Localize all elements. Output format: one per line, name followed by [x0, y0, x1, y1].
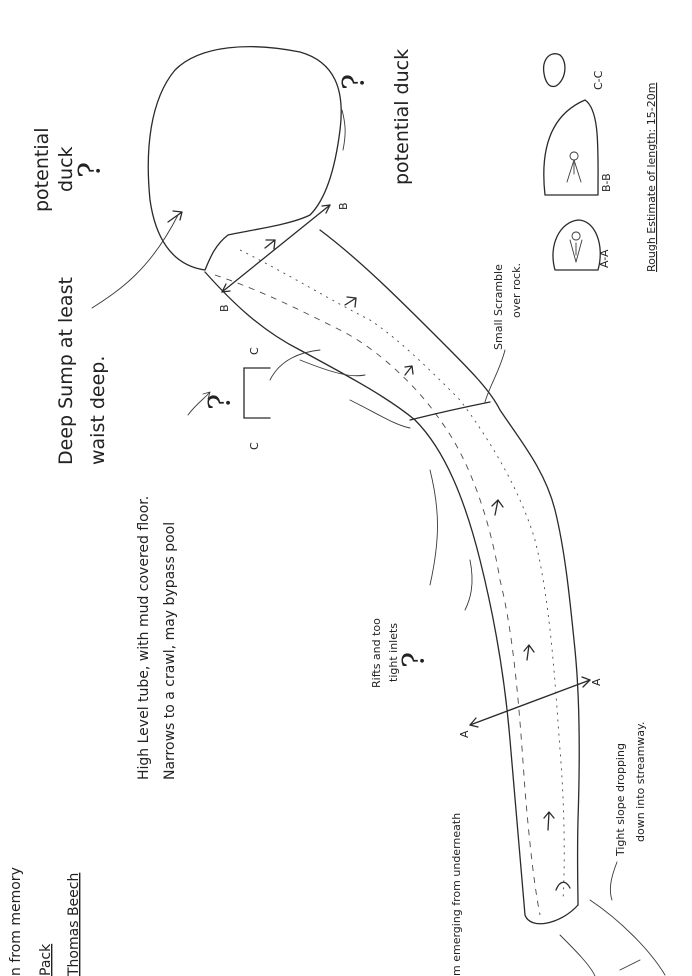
passage-right-wall	[319, 229, 580, 906]
deep-sump-note: Deep Sump at least waist deep.	[55, 277, 109, 465]
small-scramble-note: Small Scramble over rock.	[492, 263, 523, 350]
svg-text:potential: potential	[31, 127, 53, 212]
rifts-note: Rifts and too tight inlets ?	[370, 618, 432, 688]
svg-text:?: ?	[397, 652, 432, 668]
passage-centerline-dashed	[214, 274, 541, 916]
outer-stream-line-1	[299, 359, 366, 377]
svg-text:B: B	[218, 304, 231, 312]
sump-callout-arrow	[91, 214, 179, 309]
tube-question-mark: ?	[203, 394, 238, 410]
passage-left-wall	[204, 271, 579, 925]
cross-section-bb	[543, 99, 599, 196]
section-line-b	[221, 204, 331, 293]
outer-stream-line-7	[619, 959, 641, 971]
memory-note: n from memory Pack Thomas Beech	[8, 867, 82, 976]
outer-stream-line-2	[349, 399, 411, 429]
svg-text:B: B	[337, 202, 350, 210]
cross-section-aa	[552, 219, 601, 271]
svg-text:A: A	[590, 678, 603, 686]
scramble-callout	[484, 349, 506, 403]
svg-text:down into streamway.: down into streamway.	[634, 722, 647, 842]
outer-stream-line-3	[429, 469, 438, 586]
outer-stream-line-5	[589, 899, 666, 976]
high-level-tube-note: High Level tube, with mud covered floor.…	[136, 496, 178, 780]
outer-stream-line-4	[464, 559, 473, 611]
outer-stream-line-8	[269, 349, 321, 381]
tight-slope-note: Tight slope dropping down into streamway…	[614, 722, 647, 857]
svg-text:A: A	[458, 730, 471, 738]
scramble-line	[409, 401, 491, 421]
svg-text:Small Scramble: Small Scramble	[492, 264, 505, 350]
svg-text:?: ?	[337, 74, 372, 90]
emerging-note: m emerging from underneath	[450, 813, 463, 976]
svg-text:Thomas Beech: Thomas Beech	[66, 873, 82, 976]
svg-text:waist deep.: waist deep.	[87, 356, 109, 465]
svg-text:B-B: B-B	[600, 173, 613, 192]
svg-text:?: ?	[73, 162, 108, 178]
potential-duck-top: potential duck ?	[31, 127, 108, 212]
svg-text:Deep Sump at least: Deep Sump at least	[55, 277, 77, 465]
sump-chamber-outline	[147, 46, 342, 271]
tube-callout-arrow	[187, 391, 211, 416]
svg-text:n from memory: n from memory	[8, 867, 24, 976]
svg-text:tight inlets: tight inlets	[387, 623, 400, 682]
sump-chamber-wall-detail	[341, 109, 346, 151]
rough-estimate-note: Rough Estimate of length: 15-20m	[645, 83, 658, 272]
svg-text:C: C	[248, 442, 261, 450]
flow-arrows	[167, 210, 571, 891]
section-line-c	[243, 367, 271, 419]
svg-text:Rifts and too: Rifts and too	[370, 618, 383, 688]
potential-duck-right: potential duck ?	[337, 49, 413, 185]
svg-text:C-C: C-C	[592, 70, 605, 90]
svg-text:Pack: Pack	[38, 943, 54, 976]
passage-ledge-dashdot	[239, 249, 565, 901]
svg-text:potential duck: potential duck	[391, 49, 413, 185]
outer-stream-line-6	[559, 934, 596, 976]
section-line-a	[469, 676, 591, 728]
svg-text:Narrows to a crawl, may bypass: Narrows to a crawl, may bypass pool	[162, 522, 178, 780]
svg-text:over rock.: over rock.	[510, 263, 523, 318]
svg-text:duck: duck	[55, 146, 77, 192]
cross-section-cc	[543, 53, 566, 88]
svg-text:Tight slope dropping: Tight slope dropping	[614, 743, 627, 857]
svg-text:A-A: A-A	[598, 249, 611, 268]
section-letters: A A B B C C A-A B-B C-C	[218, 70, 613, 738]
tight-slope-callout	[609, 861, 618, 901]
svg-text:High Level tube, with mud cove: High Level tube, with mud covered floor.	[136, 496, 152, 780]
svg-text:C: C	[248, 347, 261, 355]
